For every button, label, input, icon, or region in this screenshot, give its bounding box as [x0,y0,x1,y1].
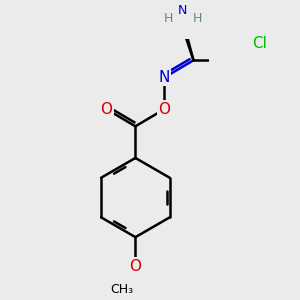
Text: O: O [129,259,141,274]
Text: Cl: Cl [252,36,267,51]
Text: N: N [178,4,188,16]
Text: O: O [158,102,170,117]
Text: CH₃: CH₃ [111,284,134,296]
Text: O: O [100,102,112,117]
Text: H: H [193,12,202,25]
Text: N: N [159,70,170,85]
Text: H: H [164,12,173,25]
